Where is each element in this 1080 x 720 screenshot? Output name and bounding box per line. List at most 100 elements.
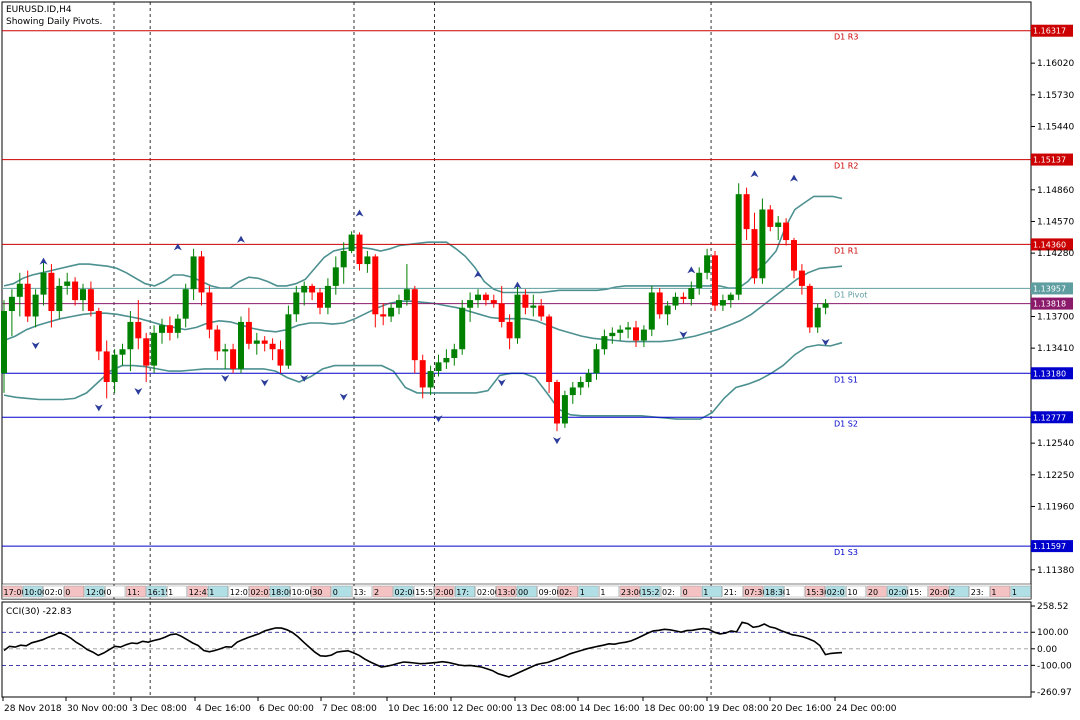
- ticker-label: 13:01: [497, 588, 520, 597]
- time-label: 7 Dec 08:00: [322, 704, 377, 714]
- pivot-price-tag: [1031, 282, 1073, 295]
- candle-body: [127, 321, 134, 350]
- ticker-label: 02:: [662, 588, 675, 597]
- candle-body: [791, 240, 797, 271]
- price-tick-label: 1.14570: [1037, 217, 1074, 227]
- ticker-cell: [22, 585, 43, 598]
- candle-body: [80, 289, 86, 301]
- cci-tick-label: 258.52: [1037, 602, 1069, 612]
- candle-body: [514, 294, 521, 339]
- candle-body: [388, 307, 395, 317]
- candle-body: [238, 321, 244, 369]
- candle-body: [103, 351, 110, 382]
- ticker-label: 1: [703, 588, 708, 597]
- ticker-label: 02:00: [477, 588, 500, 597]
- candle-body: [396, 300, 402, 308]
- ticker-label: 1: [1012, 588, 1017, 597]
- candle-body: [253, 340, 260, 344]
- fractal-down-icon: [31, 342, 40, 350]
- ticker-cell: [928, 585, 949, 598]
- candle-body: [56, 285, 63, 312]
- fractal-up-icon: [39, 257, 48, 265]
- candle-body: [530, 305, 537, 308]
- fractal-down-icon: [821, 338, 830, 346]
- candle-body: [16, 283, 23, 297]
- ticker-label: 1: [991, 588, 996, 597]
- ticker-label: 2: [950, 588, 955, 597]
- candle-body: [522, 294, 529, 308]
- ticker-cell: [1010, 585, 1031, 598]
- ticker-label: 11:: [127, 588, 140, 597]
- candle-body: [40, 272, 47, 295]
- ticker-label: 21:: [724, 588, 737, 597]
- candle-body: [585, 373, 592, 382]
- fractal-down-icon: [679, 331, 688, 339]
- ticker-label: 30: [312, 588, 322, 597]
- pivot-price-tag: [1031, 540, 1073, 553]
- ticker-cell: [84, 585, 105, 598]
- current-price-tag: [1031, 297, 1073, 310]
- candle-body: [332, 267, 339, 286]
- ticker-cell: [413, 585, 434, 598]
- time-label: 6 Dec 00:00: [259, 704, 314, 714]
- pivot-price-tag: [1031, 411, 1073, 424]
- candle-body: [174, 318, 181, 333]
- ticker-label: 1: [209, 588, 214, 597]
- ticker-label: 0: [65, 588, 70, 597]
- candle-body: [577, 381, 584, 388]
- candle-body: [198, 256, 205, 293]
- candle-body: [269, 343, 276, 350]
- candle-body: [324, 285, 331, 308]
- cci-line: [3, 621, 843, 678]
- ticker-cell: [64, 585, 85, 598]
- ticker-label: 1: [786, 588, 791, 597]
- ticker-cell: [393, 585, 414, 598]
- pivot-price-label: 1.13180: [1033, 369, 1066, 378]
- time-label: 10 Dec 16:00: [388, 704, 449, 714]
- candle-body: [111, 354, 118, 382]
- candle-body: [24, 283, 31, 317]
- candle-body: [48, 272, 55, 312]
- price-tick-label: 1.14860: [1037, 186, 1074, 196]
- ticker-cell: [969, 585, 990, 598]
- candle-body: [593, 349, 600, 374]
- time-label: 3 Dec 08:00: [132, 704, 187, 714]
- fractal-down-icon: [339, 393, 348, 401]
- ticker-cell: [434, 585, 455, 598]
- candle-body: [403, 289, 410, 301]
- fractal-down-icon: [260, 379, 269, 387]
- candle-body: [680, 296, 687, 300]
- ticker-label: 2:00: [436, 588, 454, 597]
- time-label: 18 Dec 00:00: [644, 704, 705, 714]
- ticker-label: 07:30: [744, 588, 767, 597]
- price-tick-label: 1.13700: [1037, 312, 1074, 322]
- candle-body: [222, 349, 229, 352]
- ticker-cell: [702, 585, 722, 598]
- ticker-cell: [496, 585, 517, 598]
- candle-body: [443, 357, 450, 363]
- ticker-cell: [269, 585, 290, 598]
- candle-body: [798, 270, 805, 286]
- ticker-label: 1: [580, 588, 585, 597]
- candle-body: [356, 234, 363, 265]
- candle-body: [459, 307, 466, 350]
- ticker-cell: [105, 585, 126, 598]
- ticker-label: 10:00: [292, 588, 315, 597]
- pivot-price-tag: [1031, 24, 1073, 37]
- time-label: 28 Nov 2018: [4, 704, 62, 714]
- candle-body: [348, 234, 355, 251]
- candle-body: [364, 256, 371, 265]
- candle-body: [633, 327, 639, 341]
- candle-body: [340, 250, 347, 268]
- pivot-label: D1 S2: [834, 419, 858, 428]
- fractal-down-icon: [434, 415, 443, 423]
- candle-body: [427, 371, 434, 388]
- ticker-cell: [640, 585, 661, 598]
- candle-body: [285, 314, 292, 366]
- day-separators: [113, 2, 712, 697]
- candle-body: [309, 285, 316, 293]
- ticker-label: 2: [374, 588, 379, 597]
- ticker-cell: [372, 585, 393, 598]
- cci-tick-label: 0.00: [1037, 645, 1057, 655]
